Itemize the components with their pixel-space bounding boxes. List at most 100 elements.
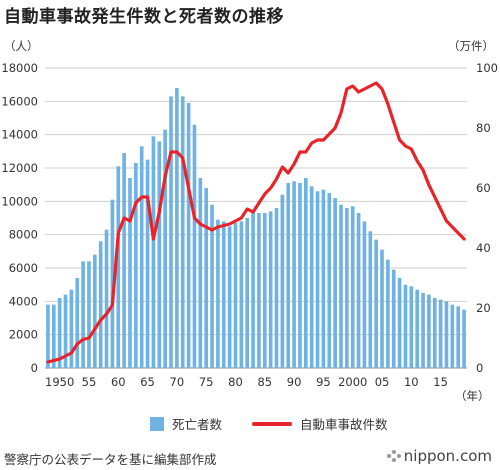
bar — [386, 259, 390, 368]
y-left-tick-label: 10000 — [1, 194, 38, 208]
bar — [81, 261, 85, 368]
source-note: 警察庁の公表データを基に編集部作成 — [4, 452, 217, 467]
bar — [134, 163, 138, 368]
bar — [280, 194, 285, 368]
bar — [397, 278, 402, 368]
y-right-tick-label: 60 — [476, 181, 491, 195]
bar — [374, 239, 378, 368]
bar — [63, 294, 68, 368]
bar — [333, 198, 337, 368]
legend-item-bar: 死亡者数 — [150, 414, 222, 433]
bar — [93, 254, 97, 368]
legend-line-label: 自動車事故件数 — [300, 417, 388, 432]
bar — [350, 206, 355, 368]
bar — [239, 221, 244, 368]
bar — [122, 153, 126, 368]
bar — [432, 298, 437, 368]
bar — [274, 208, 279, 368]
bar — [456, 306, 461, 368]
bar — [450, 304, 455, 368]
bar — [421, 293, 425, 368]
nippon-logo: nippon.com — [386, 447, 492, 465]
bar — [403, 284, 408, 368]
line-path — [46, 81, 466, 364]
y-left-tick-label: 2000 — [9, 328, 38, 342]
bar — [268, 211, 273, 368]
bar-series — [46, 88, 466, 369]
x-tick-label: 70 — [170, 375, 185, 389]
bar — [415, 289, 419, 368]
logo-text: nippon.com — [403, 447, 492, 465]
legend-item-line: 自動車事故件数 — [252, 414, 388, 433]
bar — [409, 286, 414, 368]
bar — [251, 209, 255, 368]
right-axis-unit: （万件） — [448, 39, 494, 53]
bar — [210, 204, 214, 368]
x-tick-label: 65 — [140, 375, 155, 389]
bar — [145, 159, 150, 368]
x-axis-unit: （年） — [455, 389, 490, 403]
bar — [116, 166, 121, 368]
y-left-tick-label: 0 — [31, 361, 38, 375]
y-right-tick-label: 80 — [476, 121, 491, 135]
y-left-tick-label: 14000 — [1, 128, 38, 142]
x-tick-label: 80 — [228, 375, 243, 389]
y-left-tick-label: 6000 — [9, 261, 38, 275]
bar — [315, 191, 320, 368]
bar — [356, 213, 361, 368]
x-tick-label: 75 — [199, 375, 214, 389]
bar — [69, 289, 74, 368]
bar — [427, 294, 431, 368]
bar — [75, 278, 80, 368]
bar — [104, 229, 109, 368]
bar — [110, 199, 115, 368]
y-left-tick-label: 12000 — [1, 161, 38, 175]
bar — [192, 124, 197, 369]
bar — [151, 136, 156, 368]
left-axis-ticks: 0 2000 4000 6000 8000 10000 12000 14000 16000 180… — [1, 61, 38, 375]
x-tick-label: 2000 — [338, 375, 367, 389]
logo-dots-icon — [386, 450, 401, 462]
x-tick-label: 90 — [287, 375, 302, 389]
y-right-tick-label: 40 — [476, 241, 491, 255]
bar — [87, 261, 91, 368]
bar — [204, 188, 208, 368]
bar — [462, 309, 466, 368]
x-tick-label: 95 — [316, 375, 331, 389]
bar — [298, 183, 302, 368]
bar — [339, 204, 343, 368]
bar — [304, 178, 308, 368]
bar — [391, 269, 396, 368]
bar — [175, 88, 179, 368]
bar — [180, 96, 185, 368]
y-left-tick-label: 4000 — [9, 294, 38, 308]
bar — [128, 178, 132, 368]
legend-bar-label: 死亡者数 — [172, 417, 223, 432]
bar — [57, 298, 62, 368]
y-left-tick-label: 18000 — [1, 61, 38, 75]
x-tick-label: 60 — [111, 375, 126, 389]
bar — [139, 146, 144, 368]
y-right-tick-label: 100 — [476, 61, 498, 75]
x-tick-label: 15 — [433, 375, 448, 389]
bar — [368, 231, 373, 368]
bar — [292, 181, 296, 368]
bar — [321, 189, 326, 368]
legend-line-swatch — [252, 421, 293, 426]
bar — [262, 213, 267, 368]
y-left-tick-label: 8000 — [9, 228, 38, 242]
bar — [257, 213, 261, 368]
bar — [380, 249, 384, 368]
bar — [221, 221, 226, 368]
bar — [163, 129, 167, 368]
x-tick-label: 05 — [375, 375, 390, 389]
y-right-tick-label: 0 — [476, 361, 483, 375]
bar — [157, 141, 162, 368]
line-series — [46, 81, 466, 364]
bar — [216, 219, 220, 368]
bar — [233, 223, 238, 368]
y-right-tick-label: 20 — [476, 301, 491, 315]
bar — [51, 304, 56, 368]
legend-bar-swatch — [150, 416, 164, 431]
